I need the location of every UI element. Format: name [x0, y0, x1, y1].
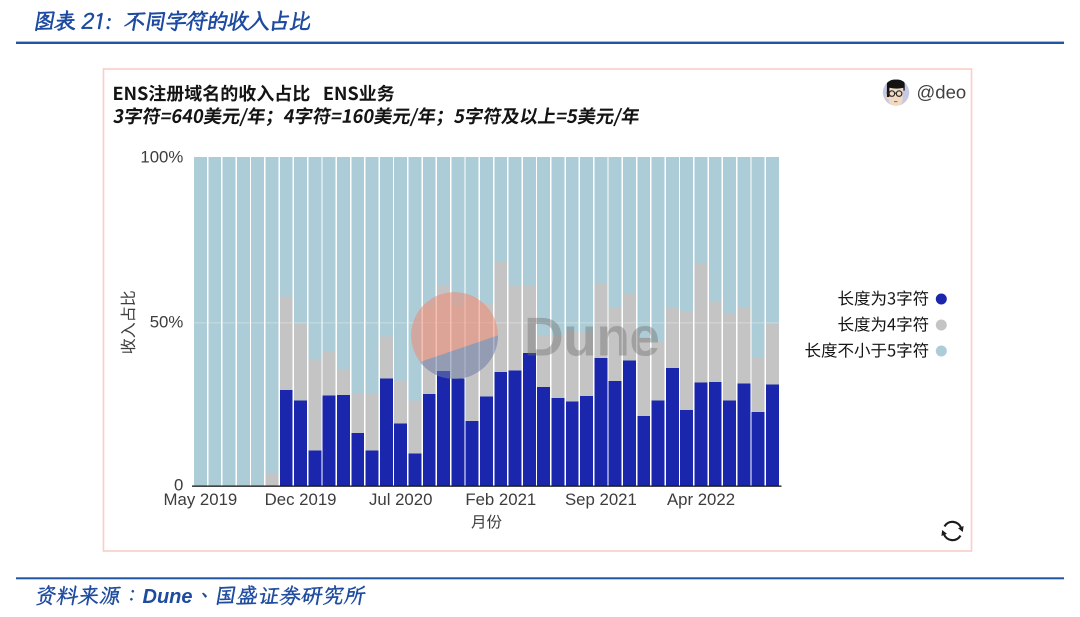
svg-text:Jul 2020: Jul 2020 [369, 490, 432, 509]
svg-text:100%: 100% [140, 147, 183, 166]
svg-text:Apr 2022: Apr 2022 [667, 490, 735, 509]
svg-text:Dune: Dune [143, 586, 193, 608]
svg-text:@deo: @deo [917, 81, 967, 102]
svg-text:Feb 2021: Feb 2021 [465, 490, 536, 509]
svg-text:50%: 50% [150, 312, 184, 331]
svg-text:0: 0 [174, 476, 183, 495]
svg-text:Sep 2021: Sep 2021 [565, 490, 637, 509]
svg-text:May 2019: May 2019 [164, 490, 238, 509]
svg-text:Dune: Dune [524, 306, 660, 368]
svg-text:Dec 2019: Dec 2019 [265, 490, 337, 509]
